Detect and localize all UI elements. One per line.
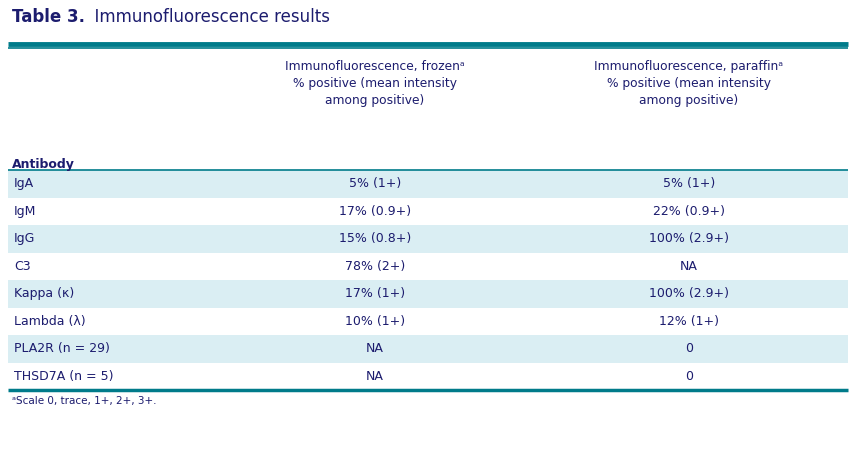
Text: 17% (0.9+): 17% (0.9+) — [339, 205, 411, 218]
Text: THSD7A (n = 5): THSD7A (n = 5) — [14, 370, 114, 383]
Bar — [8, 197, 848, 225]
Text: Kappa (κ): Kappa (κ) — [14, 287, 74, 300]
Text: 100% (2.9+): 100% (2.9+) — [649, 287, 729, 300]
Text: Lambda (λ): Lambda (λ) — [14, 315, 86, 328]
Text: IgA: IgA — [14, 177, 34, 190]
Text: Immunofluorescence, paraffinᵃ
% positive (mean intensity
among positive): Immunofluorescence, paraffinᵃ % positive… — [594, 60, 783, 107]
Text: C3: C3 — [14, 260, 31, 273]
Text: NA: NA — [366, 370, 384, 383]
Text: 22% (0.9+): 22% (0.9+) — [653, 205, 725, 218]
Text: Antibody: Antibody — [12, 158, 74, 171]
Bar — [8, 307, 848, 335]
Text: 0: 0 — [685, 342, 693, 355]
Text: Immunofluorescence, frozenᵃ
% positive (mean intensity
among positive): Immunofluorescence, frozenᵃ % positive (… — [285, 60, 465, 107]
Text: 17% (1+): 17% (1+) — [345, 287, 405, 300]
Text: 5% (1+): 5% (1+) — [663, 177, 715, 190]
Text: 12% (1+): 12% (1+) — [659, 315, 719, 328]
Bar — [8, 225, 848, 252]
Text: 15% (0.8+): 15% (0.8+) — [339, 232, 411, 245]
Text: IgM: IgM — [14, 205, 36, 218]
Text: Immunofluorescence results: Immunofluorescence results — [84, 8, 330, 26]
Text: PLA2R (n = 29): PLA2R (n = 29) — [14, 342, 110, 355]
Text: 0: 0 — [685, 370, 693, 383]
Text: ᵃScale 0, trace, 1+, 2+, 3+.: ᵃScale 0, trace, 1+, 2+, 3+. — [12, 396, 157, 406]
Bar — [8, 335, 848, 362]
Bar — [8, 362, 848, 390]
Bar — [8, 280, 848, 307]
Text: 5% (1+): 5% (1+) — [349, 177, 401, 190]
Text: Table 3.: Table 3. — [12, 8, 85, 26]
Text: NA: NA — [680, 260, 698, 273]
Bar — [8, 252, 848, 280]
Text: IgG: IgG — [14, 232, 35, 245]
Text: 78% (2+): 78% (2+) — [345, 260, 405, 273]
Text: NA: NA — [366, 342, 384, 355]
Text: 100% (2.9+): 100% (2.9+) — [649, 232, 729, 245]
Text: 10% (1+): 10% (1+) — [345, 315, 405, 328]
Bar — [8, 170, 848, 197]
